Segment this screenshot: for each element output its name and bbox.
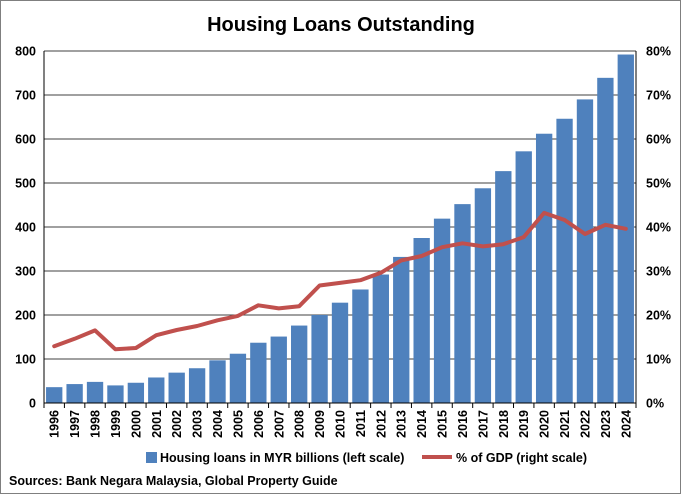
bar xyxy=(474,188,492,403)
legend: Housing loans in MYR billions (left scal… xyxy=(146,451,587,465)
x-tick-label: 2008 xyxy=(293,410,307,438)
line-series xyxy=(52,210,628,352)
bar xyxy=(372,274,389,403)
x-tick-label: 2017 xyxy=(476,410,490,438)
y-right-tick-label: 0% xyxy=(646,397,664,411)
y-right-tick-label: 50% xyxy=(646,177,671,191)
x-tick-label: 2002 xyxy=(170,410,184,438)
y-left-tick-label: 200 xyxy=(15,309,36,323)
x-tick-label: 2005 xyxy=(231,410,245,438)
x-tick-label: 2013 xyxy=(395,410,409,438)
x-tick-label: 2006 xyxy=(252,410,266,438)
bar xyxy=(270,336,287,403)
bar xyxy=(454,204,471,403)
gdp-share-line xyxy=(52,210,628,352)
x-tick-label: 2012 xyxy=(374,410,388,438)
x-tick-label: 2016 xyxy=(456,410,470,438)
bar xyxy=(331,302,349,403)
y-left-tick-label: 0 xyxy=(29,397,36,411)
y-right-tick-label: 80% xyxy=(646,45,671,59)
x-tick-label: 2024 xyxy=(619,410,633,438)
bar xyxy=(107,385,124,403)
bar xyxy=(433,218,451,403)
y-left-tick-label: 400 xyxy=(15,221,36,235)
x-tick-label: 2001 xyxy=(150,410,164,438)
x-tick-label: 2022 xyxy=(578,410,592,438)
bar xyxy=(291,325,308,403)
x-tick-label: 2000 xyxy=(129,410,143,438)
bar-series xyxy=(46,54,634,404)
x-tick-label: 1997 xyxy=(68,410,82,438)
bar xyxy=(413,238,430,403)
x-tick-label: 2004 xyxy=(211,410,225,438)
y-left-tick-label: 800 xyxy=(15,45,36,59)
x-tick-label: 2010 xyxy=(334,410,348,438)
legend-bar-swatch xyxy=(146,452,157,463)
bar xyxy=(168,372,185,403)
x-tick-label: 2014 xyxy=(415,410,429,438)
y-left-tick-label: 100 xyxy=(15,353,36,367)
x-tick-label: 2011 xyxy=(354,410,368,437)
y-left-tick-label: 500 xyxy=(15,177,36,191)
x-tick-label: 2021 xyxy=(558,410,572,438)
x-tick-label: 2003 xyxy=(191,410,205,438)
y-left-tick-label: 700 xyxy=(15,89,36,103)
bar xyxy=(515,151,532,403)
bar xyxy=(576,99,594,404)
bar xyxy=(311,315,328,403)
bar xyxy=(556,118,573,403)
x-tick-label: 2020 xyxy=(538,410,552,438)
bar xyxy=(66,384,83,403)
chart-title: Housing Loans Outstanding xyxy=(207,14,475,36)
source-note: Sources: Bank Negara Malaysia, Global Pr… xyxy=(9,474,338,488)
bar xyxy=(127,382,145,403)
y-right-tick-label: 70% xyxy=(646,89,671,103)
bar xyxy=(393,256,410,403)
y-right-tick-label: 40% xyxy=(646,221,671,235)
bar xyxy=(148,377,165,403)
x-tick-label: 2023 xyxy=(599,410,613,438)
bar xyxy=(535,133,553,403)
y-right-tick-label: 10% xyxy=(646,353,671,367)
x-tick-label: 2018 xyxy=(497,410,511,438)
y-left-tick-label: 300 xyxy=(15,265,36,279)
bar xyxy=(597,77,614,403)
bar xyxy=(188,368,206,403)
x-tick-label: 1998 xyxy=(89,410,103,438)
y-right-tick-label: 60% xyxy=(646,133,671,147)
bar xyxy=(229,353,247,403)
legend-bar-label: Housing loans in MYR billions (left scal… xyxy=(160,451,404,465)
bar xyxy=(46,387,63,403)
bar xyxy=(86,381,104,403)
x-tick-label: 2019 xyxy=(517,410,531,438)
bar xyxy=(352,289,369,403)
x-tick-label: 1999 xyxy=(109,410,123,438)
y-left-tick-label: 600 xyxy=(15,133,36,147)
x-tick-label: 2009 xyxy=(313,410,327,438)
y-right-tick-label: 30% xyxy=(646,265,671,279)
x-tick-label: 1996 xyxy=(48,410,62,438)
x-tick-label: 2007 xyxy=(272,410,286,438)
legend-line-label: % of GDP (right scale) xyxy=(456,451,587,465)
bar xyxy=(250,342,267,403)
bar xyxy=(209,360,226,403)
bar xyxy=(495,171,512,403)
axes: 0 100 200 300 400 500 600 700 800 0% 10% 20% 30% 40% 5… xyxy=(15,45,671,438)
y-right-tick-label: 20% xyxy=(646,309,671,323)
x-tick-label: 2015 xyxy=(436,410,450,438)
